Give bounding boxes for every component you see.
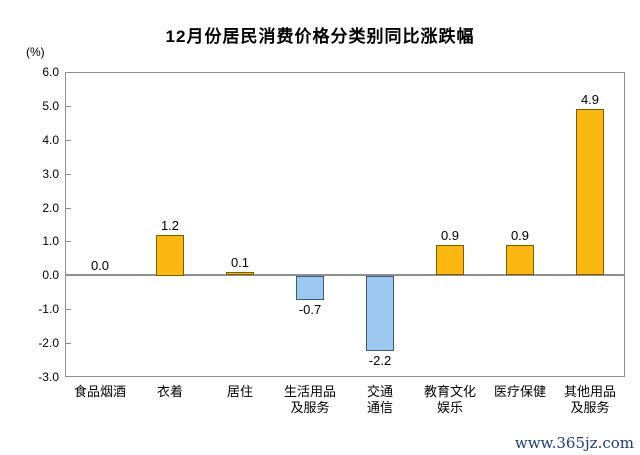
- y-tick-mark: [66, 241, 71, 242]
- plot-area: [65, 72, 625, 377]
- zero-axis-line: [65, 274, 625, 276]
- watermark-link[interactable]: www.365jz.com: [514, 434, 634, 452]
- chart-title: 12月份居民消费价格分类别同比涨跌幅: [165, 27, 475, 46]
- bar-value-label: -2.2: [368, 353, 392, 368]
- y-tick-label: -1.0: [38, 302, 59, 316]
- bar-value-label: 0.0: [90, 258, 110, 273]
- y-tick-label: -3.0: [38, 370, 59, 384]
- y-tick-label: -2.0: [38, 336, 59, 350]
- x-category-label: 生活用品 及服务: [275, 384, 345, 416]
- y-axis-unit-label: (%): [26, 45, 45, 59]
- x-category-label-line: 教育文化: [423, 384, 476, 399]
- x-category-label: 其他用品 及服务: [555, 384, 625, 416]
- bar-value-label: 0.1: [230, 255, 250, 270]
- y-tick-label: 5.0: [42, 99, 59, 113]
- x-category-label: 医疗保健: [485, 384, 555, 400]
- y-tick-label: 1.0: [42, 234, 59, 248]
- x-category-label: 教育文化 娱乐: [415, 384, 485, 416]
- x-category-label-line: 衣着: [156, 384, 183, 399]
- bar-value-label: -0.7: [298, 302, 322, 317]
- bar-教育文化娱乐: [436, 245, 464, 275]
- y-tick-mark: [66, 343, 71, 344]
- y-tick-mark: [66, 208, 71, 209]
- x-category-label: 食品烟酒: [65, 384, 135, 400]
- x-category-label-line: 通信: [366, 400, 393, 415]
- x-category-label-line: 其他用品: [563, 384, 616, 399]
- bar-交通通信: [366, 276, 394, 351]
- x-category-label-line: 生活用品: [283, 384, 336, 399]
- x-category-label-line: 交通: [366, 384, 393, 399]
- y-tick-label: 4.0: [42, 133, 59, 147]
- y-tick-mark: [66, 174, 71, 175]
- bar-居住: [226, 272, 254, 275]
- bar-value-label: 0.9: [440, 228, 460, 243]
- x-category-label: 衣着: [135, 384, 205, 400]
- x-category-label-line: 医疗保健: [493, 384, 546, 399]
- y-tick-label: 3.0: [42, 167, 59, 181]
- bar-value-label: 4.9: [580, 92, 600, 107]
- bar-医疗保健: [506, 245, 534, 275]
- x-category-label-line: 居住: [226, 384, 253, 399]
- y-tick-label: 0.0: [42, 268, 59, 282]
- bar-生活用品及服务: [296, 276, 324, 300]
- x-category-label-line: 及服务: [290, 400, 330, 415]
- x-category-label-line: 及服务: [570, 400, 610, 415]
- x-category-label: 居住: [205, 384, 275, 400]
- y-tick-mark: [66, 309, 71, 310]
- x-category-label-line: 食品烟酒: [73, 384, 126, 399]
- y-tick-mark: [66, 140, 71, 141]
- y-tick-label: 2.0: [42, 201, 59, 215]
- bar-衣着: [156, 235, 184, 276]
- x-category-label: 交通 通信: [345, 384, 415, 416]
- y-tick-label: 6.0: [42, 65, 59, 79]
- bar-value-label: 0.9: [510, 228, 530, 243]
- y-tick-mark: [66, 106, 71, 107]
- bar-value-label: 1.2: [160, 218, 180, 233]
- bar-其他用品及服务: [576, 109, 604, 275]
- x-category-label-line: 娱乐: [436, 400, 463, 415]
